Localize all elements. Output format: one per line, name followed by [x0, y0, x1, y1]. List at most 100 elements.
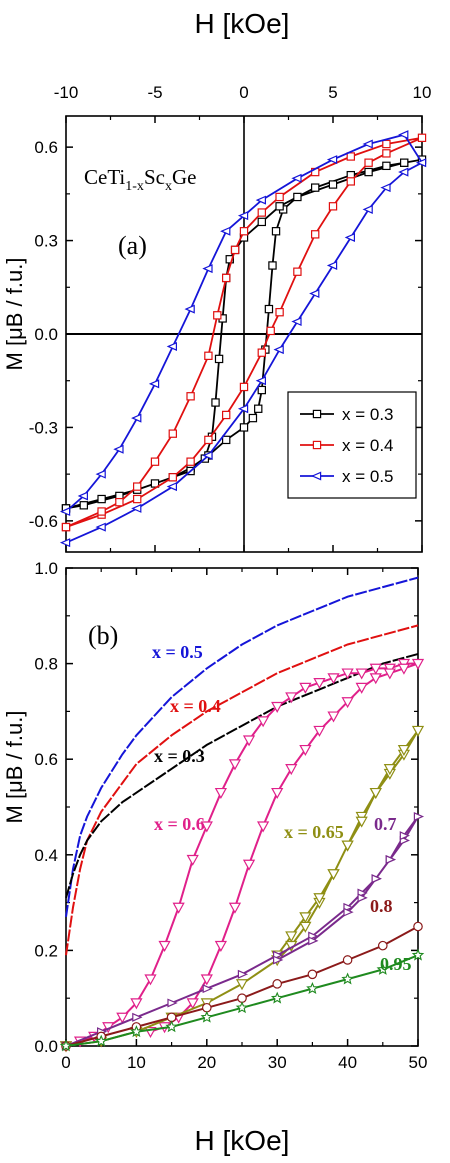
data-point — [59, 506, 71, 517]
data-point — [167, 998, 178, 1008]
data-point — [397, 744, 411, 756]
data-point — [132, 1012, 143, 1022]
data-point — [257, 716, 270, 728]
data-point — [59, 538, 71, 548]
series-line — [65, 653, 419, 899]
data-point — [328, 180, 338, 189]
data-point — [235, 979, 249, 991]
data-point — [327, 673, 340, 685]
data-point — [355, 682, 368, 694]
data-point — [168, 429, 177, 438]
data-point — [148, 379, 160, 389]
series-line — [65, 816, 419, 1047]
x-tick-label: 0 — [239, 83, 248, 102]
data-point — [225, 255, 234, 264]
data-point — [411, 948, 425, 961]
data-point — [271, 227, 281, 236]
y-tick-label: -0.6 — [29, 512, 58, 531]
data-point — [364, 158, 373, 167]
data-point — [186, 392, 195, 401]
data-point — [417, 133, 427, 142]
data-point — [299, 682, 312, 694]
data-point — [214, 940, 227, 952]
data-point — [413, 812, 425, 822]
y-tick-label: 0.6 — [34, 750, 58, 769]
x-tick-label: 20 — [197, 1053, 216, 1072]
data-point — [77, 491, 89, 501]
data-point — [255, 376, 266, 386]
data-point — [239, 227, 249, 236]
series-line — [65, 624, 419, 956]
data-point — [235, 1001, 249, 1014]
data-point — [237, 969, 249, 979]
data-point — [255, 195, 266, 205]
data-point — [411, 658, 425, 670]
data-point — [166, 341, 177, 351]
data-point — [144, 974, 157, 986]
data-point — [285, 764, 298, 776]
data-point — [400, 158, 409, 167]
series-line — [65, 576, 419, 918]
data-point — [326, 260, 338, 271]
data-point — [95, 469, 106, 479]
y-tick-label: 0.6 — [34, 138, 58, 157]
data-point — [184, 304, 195, 314]
data-point — [398, 167, 409, 177]
x-tick-label: -5 — [147, 83, 162, 102]
data-point — [186, 854, 199, 866]
compound-subscript: 1-x — [125, 179, 144, 194]
data-point — [130, 1025, 143, 1038]
compound-label: CeTi1-xScxGe — [84, 165, 196, 194]
data-point — [385, 855, 396, 865]
data-point — [165, 1020, 178, 1033]
data-point — [293, 192, 302, 202]
data-point — [362, 139, 373, 149]
data-point — [313, 893, 326, 905]
data-point — [228, 759, 242, 771]
legend-swatch-marker — [310, 471, 322, 481]
data-point — [214, 354, 224, 364]
x-tick-label: 10 — [127, 1053, 146, 1072]
data-point — [346, 152, 356, 161]
data-point — [237, 211, 249, 221]
data-point — [357, 893, 368, 903]
data-point — [376, 962, 390, 975]
data-point — [115, 497, 124, 507]
y-axis-label: M [μB / f.u.] — [2, 711, 27, 824]
data-point — [293, 267, 302, 276]
data-point — [311, 183, 320, 192]
data-point — [271, 787, 284, 799]
y-tick-label: 0.0 — [34, 325, 58, 344]
data-point — [327, 711, 340, 723]
data-point — [341, 697, 354, 709]
data-point — [313, 725, 326, 737]
data-point — [239, 423, 249, 432]
data-point — [257, 217, 267, 227]
series-label: x = 0.6 — [154, 814, 205, 834]
bottom-axis-title: H [kOe] — [195, 1125, 290, 1156]
legend-label: x = 0.5 — [342, 467, 394, 486]
series-label: 0.8 — [370, 896, 393, 916]
data-point — [383, 668, 396, 680]
data-point — [413, 921, 423, 932]
data-point — [230, 245, 240, 255]
data-point — [285, 692, 298, 704]
data-point — [150, 479, 160, 488]
data-point — [399, 831, 411, 841]
data-point — [271, 701, 284, 713]
data-point — [328, 202, 338, 211]
data-point — [131, 503, 142, 513]
data-point — [202, 450, 213, 460]
legend-label: x = 0.3 — [342, 405, 394, 424]
y-tick-label: 0.0 — [34, 1037, 58, 1056]
data-point — [291, 173, 302, 183]
data-point — [237, 993, 247, 1003]
data-point — [158, 940, 171, 952]
data-point — [133, 482, 142, 491]
data-point — [97, 494, 106, 504]
data-point — [309, 288, 320, 299]
series-line — [65, 133, 424, 544]
data-point — [311, 230, 320, 239]
y-tick-label: 0.4 — [34, 846, 58, 865]
